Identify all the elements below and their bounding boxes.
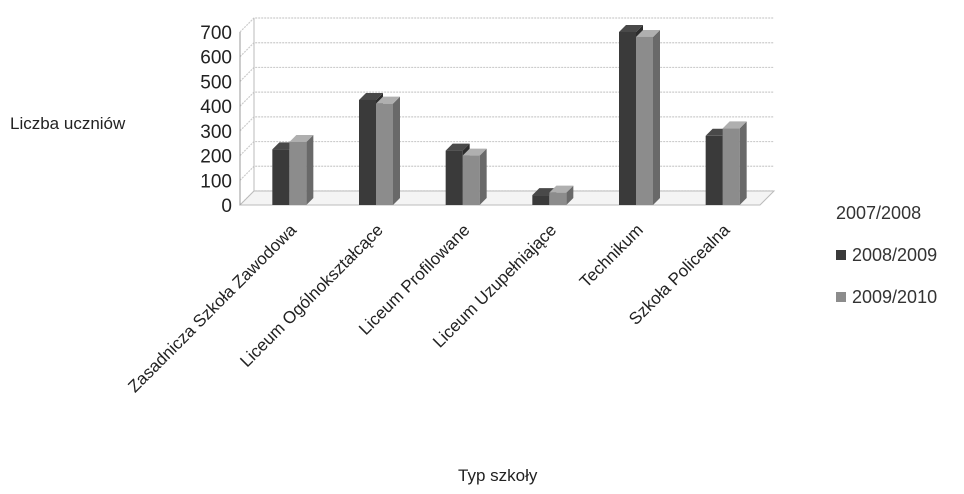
y-tick-label: 0 <box>221 196 232 217</box>
legend-item: 2009/2010 <box>836 286 937 308</box>
legend: 2007/2008 2008/2009 2009/2010 <box>836 202 937 328</box>
legend-item: 2007/2008 <box>836 202 937 224</box>
legend-label: 2007/2008 <box>836 202 922 223</box>
gridline <box>239 140 774 156</box>
gridlines <box>239 17 774 206</box>
bars <box>272 25 747 206</box>
bar-2009-2010-2 <box>462 148 487 205</box>
y-tick-label: 200 <box>200 147 232 168</box>
gridline <box>239 42 774 58</box>
y-tick-label: 300 <box>200 122 232 143</box>
legend-label: 2008/2009 <box>852 244 938 265</box>
x-axis-title: Typ szkoły <box>458 466 538 485</box>
bar-2009-2010-1 <box>376 96 400 205</box>
legend-swatch <box>836 250 846 260</box>
bar-2009-2010-5 <box>722 121 747 205</box>
chart-floor <box>238 190 776 206</box>
y-tick-label: 100 <box>200 171 232 192</box>
y-tick-label: 500 <box>200 72 232 93</box>
x-tick-label: Technikum <box>576 220 647 291</box>
gridline <box>239 17 774 33</box>
legend-swatch <box>836 292 846 302</box>
y-tick-label: 600 <box>200 48 232 69</box>
legend-label: 2009/2010 <box>852 286 938 307</box>
gridline <box>239 165 774 181</box>
legend-item: 2008/2009 <box>836 244 937 266</box>
gridline <box>239 91 774 107</box>
gridline <box>239 116 774 132</box>
y-tick-label: 400 <box>200 97 232 118</box>
y-tick-label: 700 <box>200 23 232 44</box>
x-tick-label: Zasadnicza Szkoła Zawodowa <box>124 220 300 396</box>
y-axis-title: Liczba uczniów <box>10 114 126 133</box>
bar-2009-2010-4 <box>636 29 660 206</box>
bar-2009-2010-3 <box>549 185 574 205</box>
axes <box>238 18 776 206</box>
bar-2009-2010-0 <box>289 134 314 205</box>
gridline <box>239 66 774 82</box>
x-tick-label: Liceum Ogólnokształcące <box>236 220 386 370</box>
